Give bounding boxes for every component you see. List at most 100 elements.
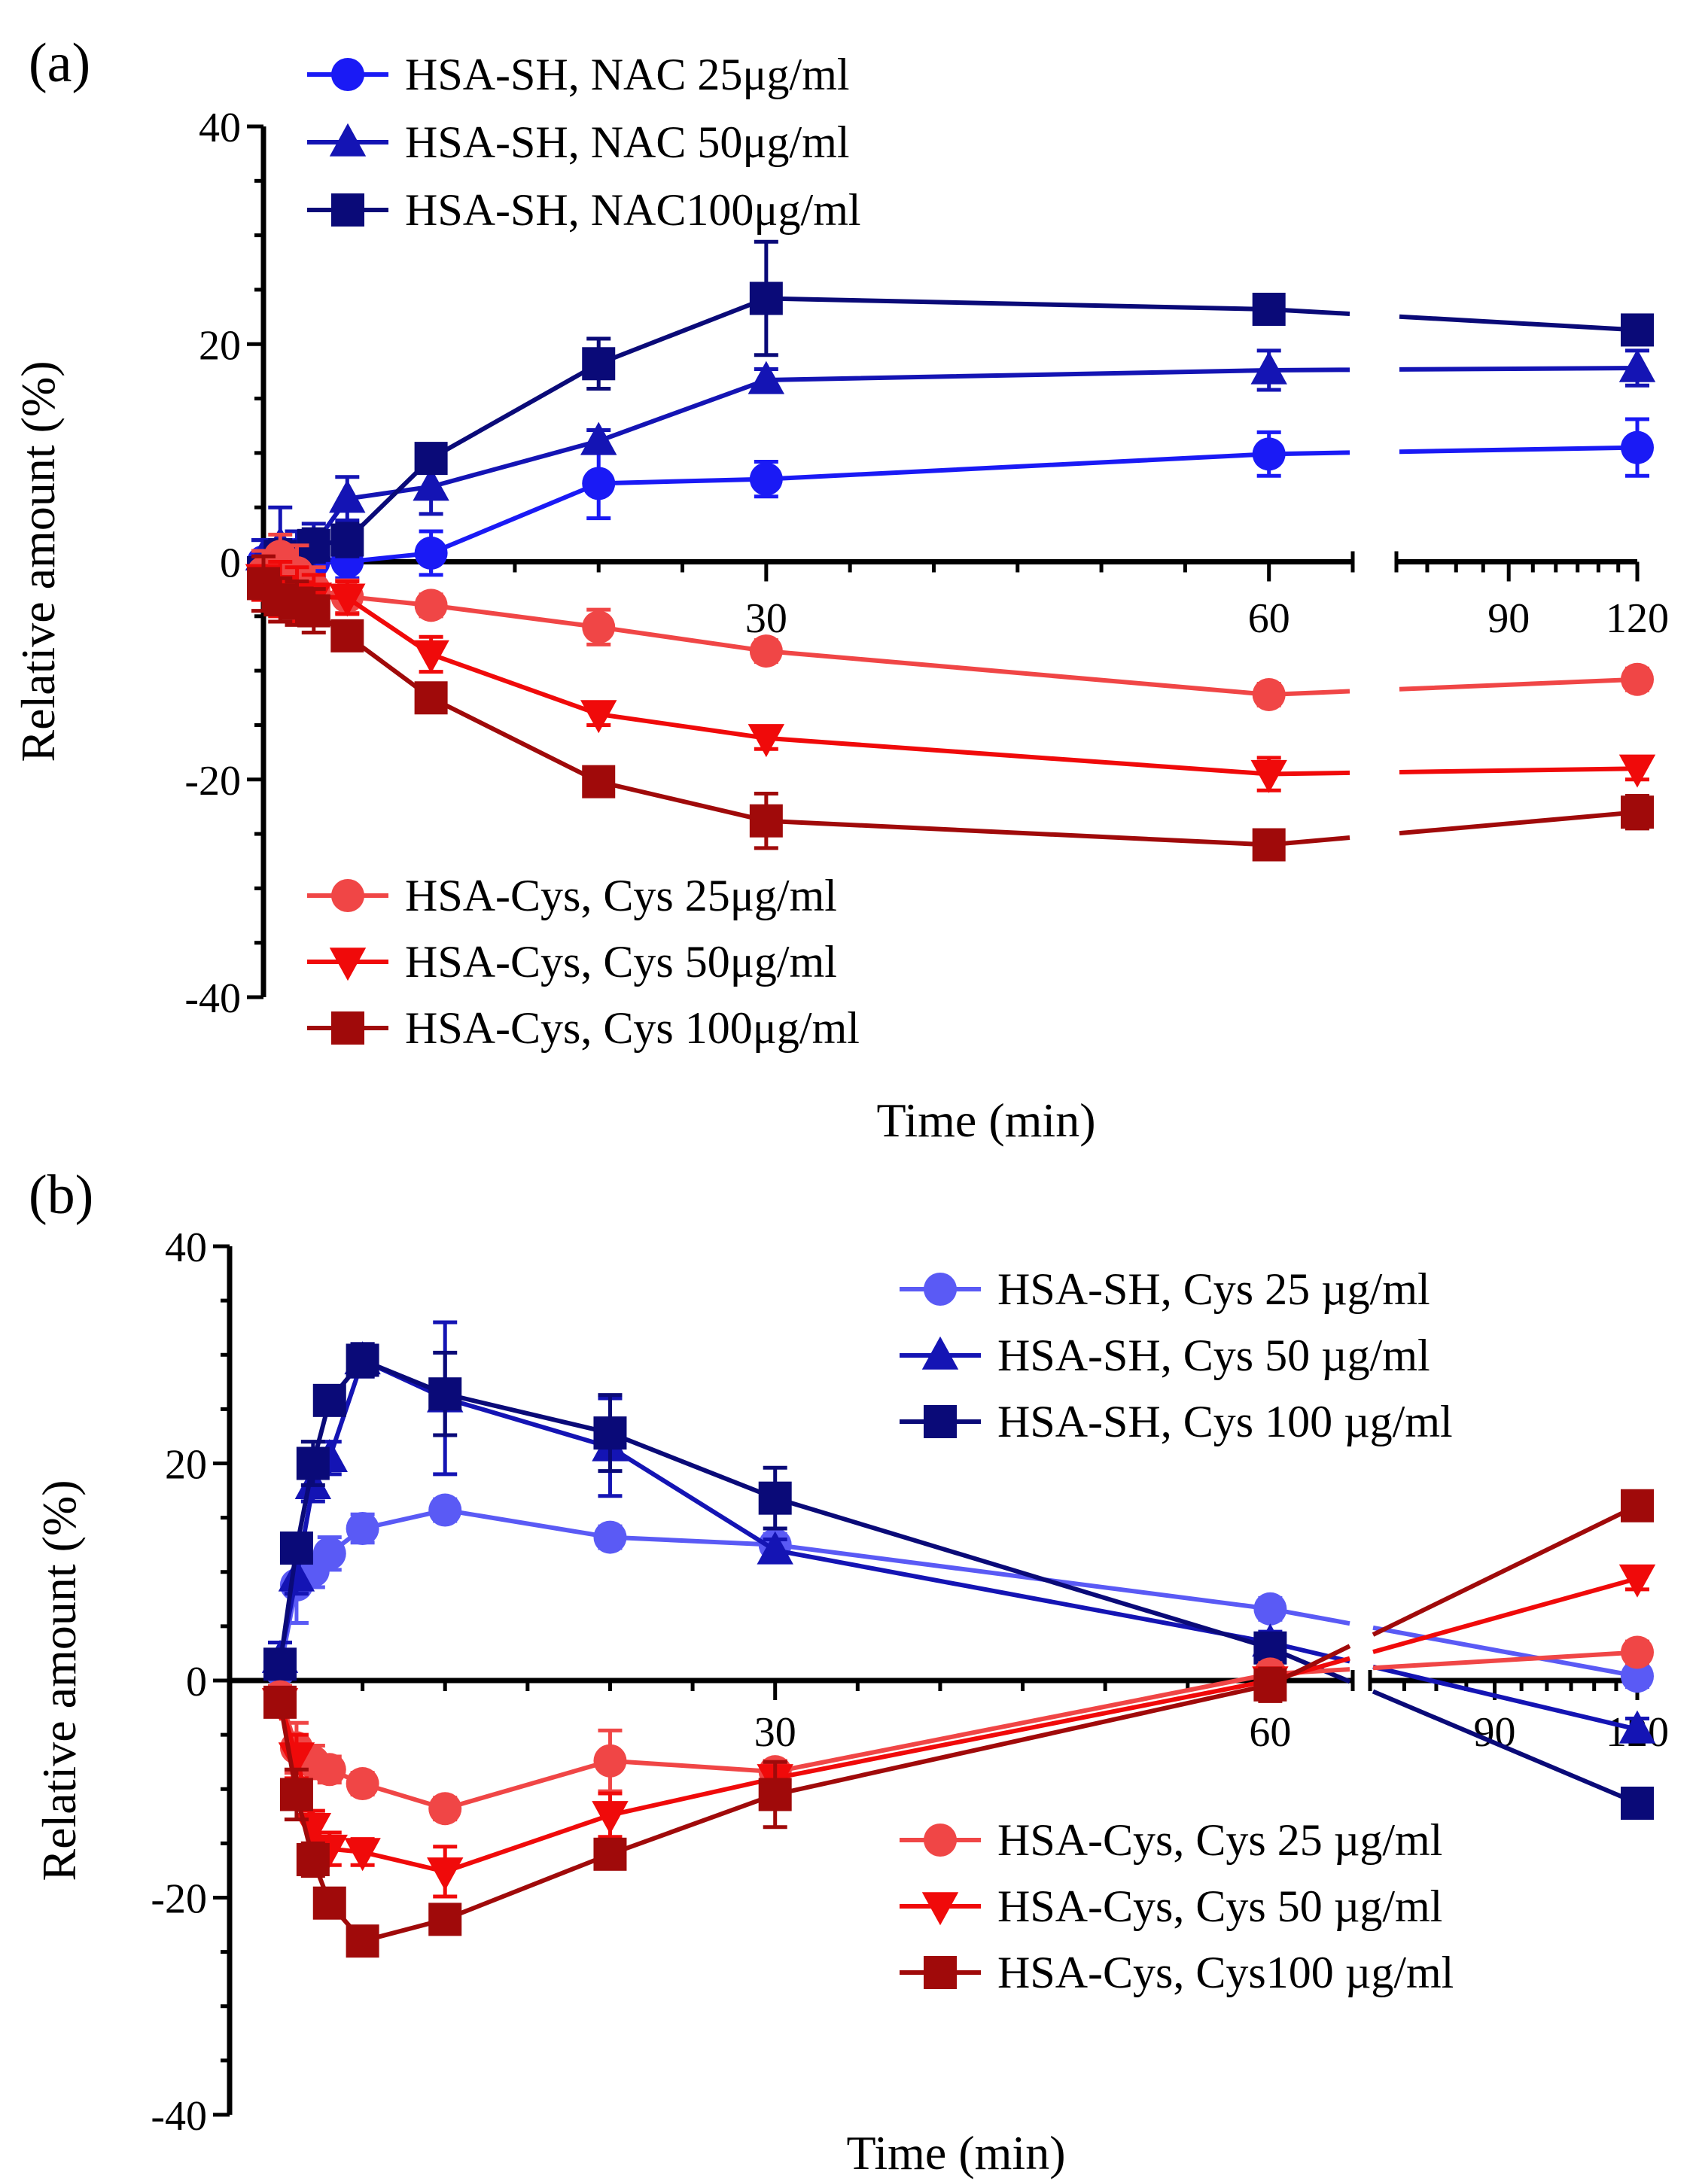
legend-marker bbox=[921, 1892, 959, 1926]
legend-top-right: HSA-SH, Cys 25 µg/ml HSA-SH, Cys 50 µg/ml… bbox=[900, 1264, 1453, 1446]
data-point bbox=[593, 1837, 627, 1871]
y-tick-label: 20 bbox=[199, 322, 241, 369]
data-point bbox=[414, 536, 448, 570]
data-point bbox=[749, 462, 783, 496]
legend-marker bbox=[924, 1273, 957, 1306]
data-point bbox=[330, 523, 364, 557]
x-tick-label: 60 bbox=[1249, 1709, 1291, 1756]
legend-marker bbox=[331, 193, 364, 227]
series-1 bbox=[245, 348, 1656, 586]
series-5 bbox=[247, 554, 1654, 862]
series-line bbox=[261, 553, 1638, 697]
legend-marker bbox=[331, 879, 364, 912]
legend-label: HSA-Cys, Cys 50μg/ml bbox=[405, 937, 837, 987]
y-tick-label: -20 bbox=[184, 758, 241, 805]
data-point bbox=[1252, 677, 1286, 711]
series-3 bbox=[263, 1635, 1654, 1826]
y-tick-label: -20 bbox=[151, 1876, 207, 1923]
series-5 bbox=[263, 1489, 1654, 1958]
data-point bbox=[1621, 1787, 1654, 1821]
y-tick-label: 0 bbox=[186, 1659, 207, 1705]
x-tick-label: 30 bbox=[745, 595, 787, 642]
data-point bbox=[1621, 662, 1654, 696]
legend-top-left: HSA-SH, NAC 25μg/ml HSA-SH, NAC 50μg/ml HS… bbox=[307, 50, 861, 235]
data-point bbox=[427, 1857, 464, 1891]
legend-bottom-right: HSA-Cys, Cys 25 µg/ml HSA-Cys, Cys 50 µg/… bbox=[900, 1815, 1454, 1997]
x-tick-label: 30 bbox=[754, 1709, 796, 1756]
data-point bbox=[582, 467, 616, 500]
y-tick-label: 40 bbox=[165, 1224, 207, 1271]
data-point bbox=[329, 479, 366, 513]
data-point bbox=[414, 589, 448, 622]
y-axis-title: Relative amount (%) bbox=[32, 1480, 86, 1881]
data-point bbox=[749, 281, 783, 315]
x-axis-title: Time (min) bbox=[877, 1094, 1096, 1147]
data-point bbox=[296, 1446, 330, 1480]
data-point bbox=[758, 1778, 792, 1811]
series-line bbox=[261, 582, 1638, 847]
series-line bbox=[278, 1507, 1638, 1679]
data-point bbox=[1618, 754, 1656, 788]
data-point bbox=[279, 1532, 313, 1565]
data-point bbox=[749, 804, 783, 838]
series-line bbox=[278, 1357, 1639, 1805]
data-point bbox=[346, 1924, 379, 1958]
panel-label: (b) bbox=[29, 1164, 93, 1226]
data-point bbox=[279, 1778, 313, 1811]
series-line bbox=[262, 576, 1638, 777]
series-line bbox=[262, 366, 1638, 558]
data-point bbox=[582, 765, 616, 798]
series-line bbox=[278, 1650, 1638, 1811]
legend-label: HSA-SH, NAC 25μg/ml bbox=[405, 50, 850, 99]
legend-marker bbox=[329, 123, 367, 157]
data-point bbox=[312, 1753, 346, 1787]
series-4 bbox=[245, 554, 1656, 793]
series-line bbox=[261, 296, 1638, 575]
data-point bbox=[749, 634, 783, 668]
y-tick-label: 0 bbox=[220, 540, 241, 587]
y-tick-label: -40 bbox=[151, 2093, 207, 2140]
data-point bbox=[592, 1801, 629, 1835]
legend-label: HSA-SH, Cys 50 µg/ml bbox=[997, 1331, 1430, 1380]
data-point bbox=[1252, 828, 1286, 862]
y-tick-label: 20 bbox=[165, 1442, 207, 1489]
legend-marker bbox=[921, 1336, 959, 1370]
data-point bbox=[413, 640, 449, 674]
series-line bbox=[263, 445, 1638, 564]
data-point bbox=[312, 1537, 346, 1571]
data-point bbox=[263, 1647, 297, 1681]
data-point bbox=[278, 1558, 315, 1592]
data-point bbox=[757, 1531, 793, 1565]
data-point bbox=[1253, 1668, 1287, 1702]
data-point bbox=[1250, 759, 1287, 793]
x-tick-label: 60 bbox=[1248, 595, 1290, 642]
legend-marker bbox=[331, 1011, 364, 1045]
data-point bbox=[296, 1843, 330, 1877]
data-point bbox=[414, 681, 448, 715]
data-point bbox=[1252, 292, 1286, 326]
data-point bbox=[1618, 1710, 1656, 1744]
data-point bbox=[346, 1767, 379, 1801]
data-point bbox=[346, 1343, 379, 1377]
legend-marker bbox=[924, 1956, 957, 1989]
legend-label: HSA-SH, NAC 50μg/ml bbox=[405, 117, 850, 167]
data-point bbox=[593, 1520, 627, 1554]
data-point bbox=[330, 619, 364, 652]
legend-marker bbox=[924, 1824, 957, 1857]
data-point bbox=[1621, 1635, 1654, 1669]
data-point bbox=[748, 360, 785, 394]
legend-label: HSA-SH, NAC100μg/ml bbox=[405, 185, 861, 235]
data-point bbox=[344, 1838, 381, 1872]
data-point bbox=[582, 610, 616, 644]
x-tick-label: 120 bbox=[1606, 595, 1669, 642]
y-axis-title: Relative amount (%) bbox=[11, 360, 65, 762]
data-point bbox=[1621, 313, 1654, 347]
legend-label: HSA-SH, Cys 100 µg/ml bbox=[997, 1397, 1453, 1446]
panel-a: (a) -40 -20 0 20 40 30 60 90 120 Time (min) Relativ… bbox=[11, 32, 1669, 1147]
data-point bbox=[428, 1792, 462, 1826]
data-point bbox=[1621, 795, 1654, 829]
data-point bbox=[428, 1493, 462, 1527]
data-point bbox=[748, 724, 785, 758]
data-point bbox=[263, 1685, 297, 1719]
